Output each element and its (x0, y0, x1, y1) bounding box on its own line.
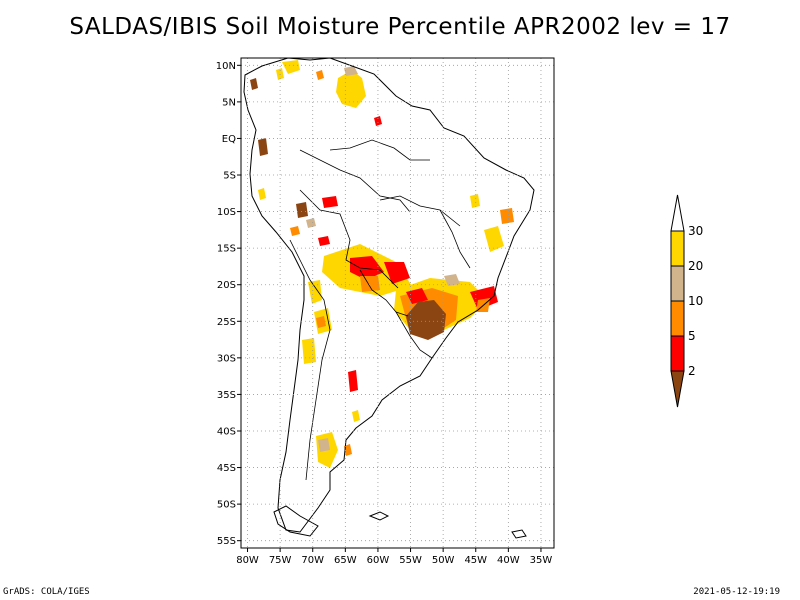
lat-tick-label: 35S (217, 390, 236, 401)
latitude-ticks: 10N 5N EQ 5S 10S 15S 20S 25S 30S 35S 40S 45S 50S 55S (216, 61, 241, 547)
map-grid (241, 58, 554, 548)
colorbar-label: 5 (688, 329, 696, 343)
lat-tick-label: 10S (217, 207, 236, 218)
lon-tick-label: 60W (367, 555, 390, 566)
lat-tick-label: 15S (217, 244, 236, 255)
patch-brown (258, 138, 268, 156)
colorbar-label: 30 (688, 224, 703, 238)
patch-red (350, 256, 384, 280)
lon-tick-label: 50W (432, 555, 455, 566)
lat-tick-label: 30S (217, 353, 236, 364)
colorbar-box (670, 230, 685, 267)
colorbar-box (670, 335, 685, 372)
patch-tan (306, 218, 316, 228)
patch-red (470, 286, 498, 310)
island-outline (511, 529, 527, 539)
colorbar-label: 10 (688, 294, 703, 308)
lat-tick-label: 10N (216, 61, 236, 72)
patch-yellow (470, 194, 480, 208)
lat-tick-label: EQ (222, 134, 236, 145)
patch-orange (316, 316, 326, 328)
colorbar-bottom-triangle (670, 370, 685, 408)
lat-tick-label: 5N (222, 97, 236, 108)
patch-yellow (308, 280, 322, 304)
longitude-ticks: 80W 75W 70W 65W 60W 55W 50W 45W 40W 35W (236, 548, 552, 566)
lon-tick-label: 80W (236, 555, 259, 566)
lon-tick-label: 55W (399, 555, 422, 566)
patch-yellow (352, 410, 360, 422)
lat-tick-label: 5S (223, 171, 236, 182)
map-frame (240, 57, 555, 549)
patch-orange (316, 70, 324, 80)
patch-orange (500, 208, 514, 224)
colorbar-label: 2 (688, 364, 696, 378)
colorbar-box (670, 265, 685, 302)
country-borders (289, 139, 471, 481)
patch-tan (344, 66, 358, 76)
patch-yellow (484, 226, 504, 252)
lon-tick-label: 45W (464, 555, 487, 566)
lon-tick-label: 70W (301, 555, 324, 566)
lat-tick-label: 25S (217, 317, 236, 328)
lat-tick-label: 50S (217, 500, 236, 511)
island-outline (368, 511, 390, 521)
patch-orange (344, 444, 352, 456)
patch-tan (318, 438, 330, 452)
lat-tick-label: 40S (217, 426, 236, 437)
patch-tan (444, 274, 460, 286)
map-title: SALDAS/IBIS Soil Moisture Percentile APR… (69, 14, 731, 40)
patch-yellow (336, 70, 366, 108)
patch-brown (296, 202, 308, 218)
patch-red (348, 370, 358, 392)
lon-tick-label: 65W (334, 555, 357, 566)
patch-brown (250, 78, 258, 90)
lon-tick-label: 35W (530, 555, 553, 566)
patch-yellow (282, 60, 300, 74)
patch-red (406, 288, 428, 304)
patch-red (384, 262, 410, 284)
colorbar: 30 20 10 5 2 (670, 194, 703, 408)
patch-yellow (302, 338, 316, 364)
lon-tick-label: 40W (497, 555, 520, 566)
patch-yellow (258, 188, 266, 200)
lat-tick-label: 20S (217, 280, 236, 291)
patch-red (374, 116, 382, 126)
colorbar-top-triangle (670, 194, 685, 232)
patch-brown (406, 300, 446, 340)
colorbar-box (670, 300, 685, 337)
colorbar-label: 20 (688, 259, 703, 273)
continent-outline (243, 57, 535, 533)
patch-orange (290, 226, 300, 236)
percentile-patches (250, 60, 514, 468)
lat-tick-label: 45S (217, 463, 236, 474)
island-outline (273, 505, 319, 537)
patch-red (318, 236, 330, 246)
footer-credit: GrADS: COLA/IGES (3, 587, 90, 597)
patch-orange (360, 276, 380, 292)
lon-tick-label: 75W (269, 555, 292, 566)
lat-tick-label: 55S (217, 536, 236, 547)
patch-red (322, 196, 338, 208)
footer-timestamp: 2021-05-12-19:19 (693, 587, 780, 597)
